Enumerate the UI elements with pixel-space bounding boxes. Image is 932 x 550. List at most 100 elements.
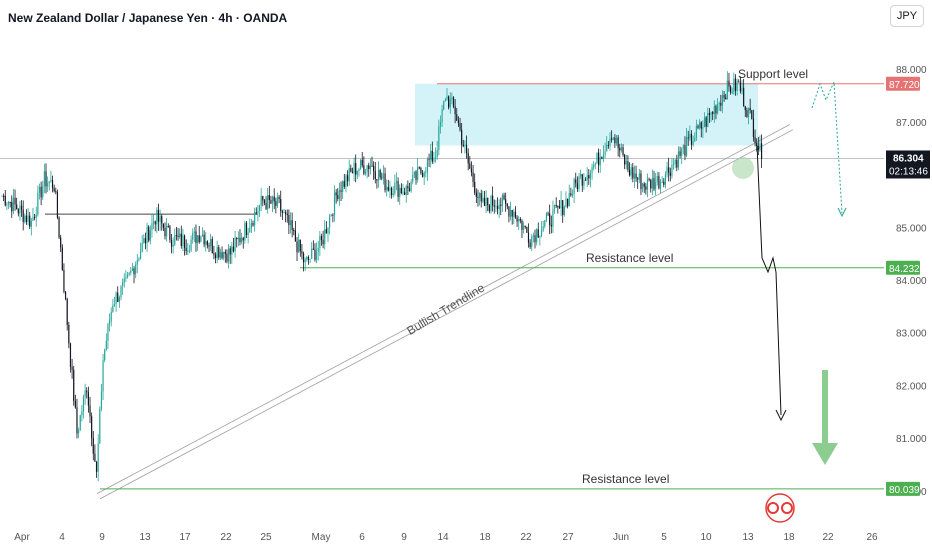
resistance-price-tag-2 [886, 481, 920, 496]
candle-body [475, 192, 477, 197]
candle-body [611, 138, 613, 140]
candle-body [374, 171, 376, 180]
candle-body [718, 102, 720, 105]
y-tick-label: 82.000 [896, 381, 927, 392]
candle-body [151, 222, 153, 231]
currency-button[interactable]: JPY [890, 5, 924, 27]
candle-body [686, 137, 688, 156]
candle-body [152, 221, 155, 223]
candle-body [588, 175, 590, 179]
event-dot-left [767, 502, 779, 514]
candle-body [630, 167, 632, 176]
candle-body [174, 235, 176, 245]
candle-body [262, 196, 264, 201]
candle-body [258, 205, 261, 212]
candle-body [418, 167, 420, 169]
candle-body [144, 238, 147, 244]
candle-body [66, 298, 68, 325]
earnings-event-icon[interactable] [765, 493, 795, 523]
y-tick-label: 83.000 [896, 329, 927, 340]
candle-body [363, 165, 365, 174]
candle-body [68, 324, 70, 344]
candle-body [464, 144, 466, 147]
candle-body [373, 165, 375, 172]
candle-body [78, 429, 80, 434]
candle-body [549, 213, 551, 225]
candle-body [751, 110, 753, 119]
x-axis: Apr 4 9 13 17 22 25 May 6 9 14 18 22 27 Jun 5 10 13 18 22 26 [14, 532, 878, 543]
candle-body [562, 200, 564, 216]
candle-body [162, 223, 164, 228]
candle-body [756, 142, 758, 147]
candle-body [699, 122, 701, 128]
candle-body [580, 174, 582, 177]
candle-body [508, 206, 510, 217]
candle-body [638, 173, 640, 180]
candle-body [350, 168, 352, 172]
candle-body [236, 237, 238, 240]
bullish-trendline-1 [96, 124, 791, 494]
candle-body [58, 217, 60, 238]
candle-body [534, 235, 536, 243]
candle-body [470, 168, 473, 173]
candle-body [405, 186, 407, 195]
candle-body [76, 407, 78, 434]
candle-body [485, 197, 487, 207]
candle-body [384, 173, 386, 191]
candle-body [74, 400, 76, 408]
candle-body [45, 171, 47, 187]
candle-body [496, 206, 499, 210]
candle-body [232, 246, 235, 252]
candle-body [723, 95, 725, 98]
y-tick-label: 87.000 [896, 118, 927, 129]
candle-body [443, 101, 445, 110]
last-price-tag [886, 150, 930, 179]
candle-body [247, 232, 249, 235]
candle-body [658, 176, 660, 189]
y-tick-label: 84.000 [896, 276, 927, 287]
candle-body [42, 186, 44, 198]
candle-body [537, 229, 539, 238]
candle-body [586, 175, 588, 181]
candle-body [407, 186, 409, 189]
candle-body [583, 179, 585, 186]
candle-body [379, 170, 381, 178]
candle-body [9, 201, 11, 203]
candle-body [495, 206, 497, 208]
candle-body [1, 195, 3, 197]
candle-body [6, 204, 8, 206]
candle-body [138, 258, 140, 261]
candle-body [224, 251, 226, 254]
y-tick-label: 88.000 [896, 65, 927, 76]
candle-body [34, 216, 36, 218]
candle-body [734, 78, 737, 91]
candle-body [122, 282, 124, 287]
candle-body [614, 137, 616, 144]
candle-body [505, 199, 507, 205]
x-tick-label: 18 [479, 532, 491, 543]
down-arrow-icon [812, 370, 838, 465]
candle-body [99, 408, 101, 444]
candle-body [446, 96, 448, 100]
candle-body [348, 168, 350, 182]
candle-body [211, 239, 213, 254]
candle-body [231, 246, 233, 255]
candle-body [14, 197, 16, 205]
candle-body [720, 102, 722, 106]
candle-body [456, 114, 458, 121]
candle-body [467, 152, 469, 164]
candle-body [410, 181, 412, 192]
candle-body [749, 107, 751, 111]
candle-body [672, 163, 675, 166]
candle-body [448, 96, 450, 108]
candle-body [285, 212, 287, 215]
candle-body [573, 179, 575, 195]
candle-body [663, 181, 665, 185]
candles [1, 71, 763, 482]
candle-body [3, 195, 5, 197]
candle-body [167, 226, 169, 228]
candle-body [304, 259, 306, 263]
candle-body [317, 247, 319, 252]
candle-body [459, 123, 461, 130]
